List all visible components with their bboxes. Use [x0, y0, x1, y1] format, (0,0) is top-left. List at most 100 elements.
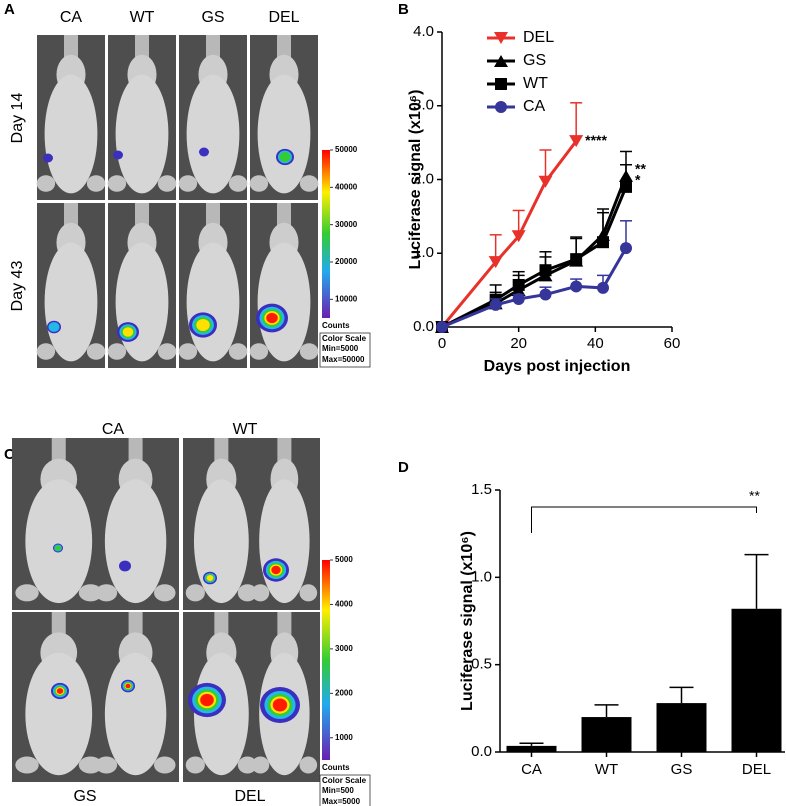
marker — [512, 278, 525, 291]
color-tick-label: 50000 — [335, 145, 358, 154]
bar — [506, 745, 557, 752]
bar — [581, 717, 632, 752]
nose-cone — [135, 35, 149, 62]
significance: ** — [749, 488, 760, 504]
mouse-leg — [251, 756, 270, 774]
marker — [620, 242, 632, 255]
mouse-leg — [154, 756, 176, 774]
signal — [48, 322, 60, 332]
mouse-leg — [15, 756, 39, 774]
mouse-leg — [154, 584, 176, 602]
mouse-body — [259, 479, 310, 604]
marker — [539, 264, 552, 277]
legend-marker — [495, 101, 507, 113]
y-tick-label: 3.0 — [413, 97, 434, 114]
y-tick-label: 0.0 — [413, 318, 434, 335]
mouse-leg — [36, 343, 56, 360]
mouse-body — [115, 242, 169, 362]
color-tick-label: 40000 — [335, 182, 358, 191]
marker — [597, 281, 609, 294]
mouse-body — [257, 74, 311, 194]
group-label: WT — [233, 421, 258, 438]
color-tick-label: 3000 — [335, 644, 353, 653]
signal — [266, 312, 278, 324]
color-min: Min=5000 — [322, 344, 359, 353]
column-label: CA — [60, 9, 83, 26]
marker — [570, 253, 583, 266]
x-tick-label: DEL — [742, 761, 771, 778]
mouse-leg — [237, 584, 257, 602]
mouse-body — [186, 74, 240, 194]
signal — [113, 150, 123, 160]
color-max: Max=5000 — [322, 797, 361, 806]
panel-label: C — [4, 446, 15, 463]
nose-cone — [214, 612, 229, 640]
y-tick-label: 0.5 — [471, 656, 492, 673]
mouse-leg — [185, 756, 205, 774]
panel-label: A — [4, 1, 15, 18]
signal — [272, 698, 288, 712]
mouse-leg — [299, 343, 319, 360]
significance: * — [635, 172, 641, 188]
mouse-leg — [251, 584, 270, 602]
legend-marker — [494, 55, 508, 67]
mouse-body — [186, 242, 240, 362]
y-tick-label: 1.0 — [471, 568, 492, 585]
mouse-leg — [78, 584, 103, 602]
column-label: GS — [201, 9, 224, 26]
significance: ** — [635, 161, 646, 177]
significance-bracket — [531, 506, 757, 533]
color-tick-label: 4000 — [335, 600, 353, 609]
x-axis-title: Days post injection — [484, 358, 631, 375]
legend-label: DEL — [523, 29, 554, 46]
color-unit: Counts — [322, 321, 350, 330]
marker — [489, 298, 502, 311]
marker — [436, 321, 448, 333]
column-label: DEL — [268, 9, 299, 26]
nose-cone — [277, 35, 291, 62]
mouse-leg — [86, 175, 106, 192]
mouse-leg — [178, 343, 198, 360]
nose-cone — [64, 203, 78, 230]
color-bar — [322, 150, 330, 318]
x-tick-label: 60 — [664, 335, 681, 352]
y-tick-label: 2.0 — [413, 170, 434, 187]
mouse-body — [193, 479, 249, 604]
signal — [206, 574, 214, 582]
mouse-leg — [86, 343, 106, 360]
color-tick-label: 2000 — [335, 688, 353, 697]
color-tick-label: 30000 — [335, 220, 358, 229]
mouse-leg — [299, 756, 318, 774]
group-label: CA — [102, 421, 125, 438]
mouse-leg — [107, 343, 127, 360]
series-line — [441, 175, 628, 329]
marker — [569, 135, 584, 148]
signal — [122, 327, 134, 337]
signal — [199, 147, 209, 157]
bar — [731, 608, 782, 752]
legend-label: GS — [523, 52, 546, 69]
color-unit: Counts — [322, 763, 350, 772]
signal — [279, 151, 291, 163]
row-label: Day 43 — [9, 261, 26, 312]
mouse-leg — [228, 175, 248, 192]
mouse-leg — [237, 756, 257, 774]
significance: **** — [585, 132, 607, 148]
signal — [196, 318, 210, 332]
nose-cone — [277, 438, 292, 466]
marker — [539, 288, 552, 301]
bar — [656, 703, 707, 752]
color-bar — [322, 560, 330, 760]
mouse-body — [115, 74, 169, 194]
legend-marker — [495, 78, 507, 90]
group-label: DEL — [234, 788, 265, 805]
y-axis-title: Luciferase signal (x10⁶) — [407, 90, 424, 270]
row-label: Day 14 — [9, 93, 26, 144]
x-tick-label: 20 — [510, 335, 527, 352]
marker — [620, 180, 632, 193]
mouse-body — [44, 242, 98, 362]
marker — [512, 292, 525, 305]
mouse-body — [25, 479, 93, 604]
color-max: Max=50000 — [322, 355, 365, 364]
